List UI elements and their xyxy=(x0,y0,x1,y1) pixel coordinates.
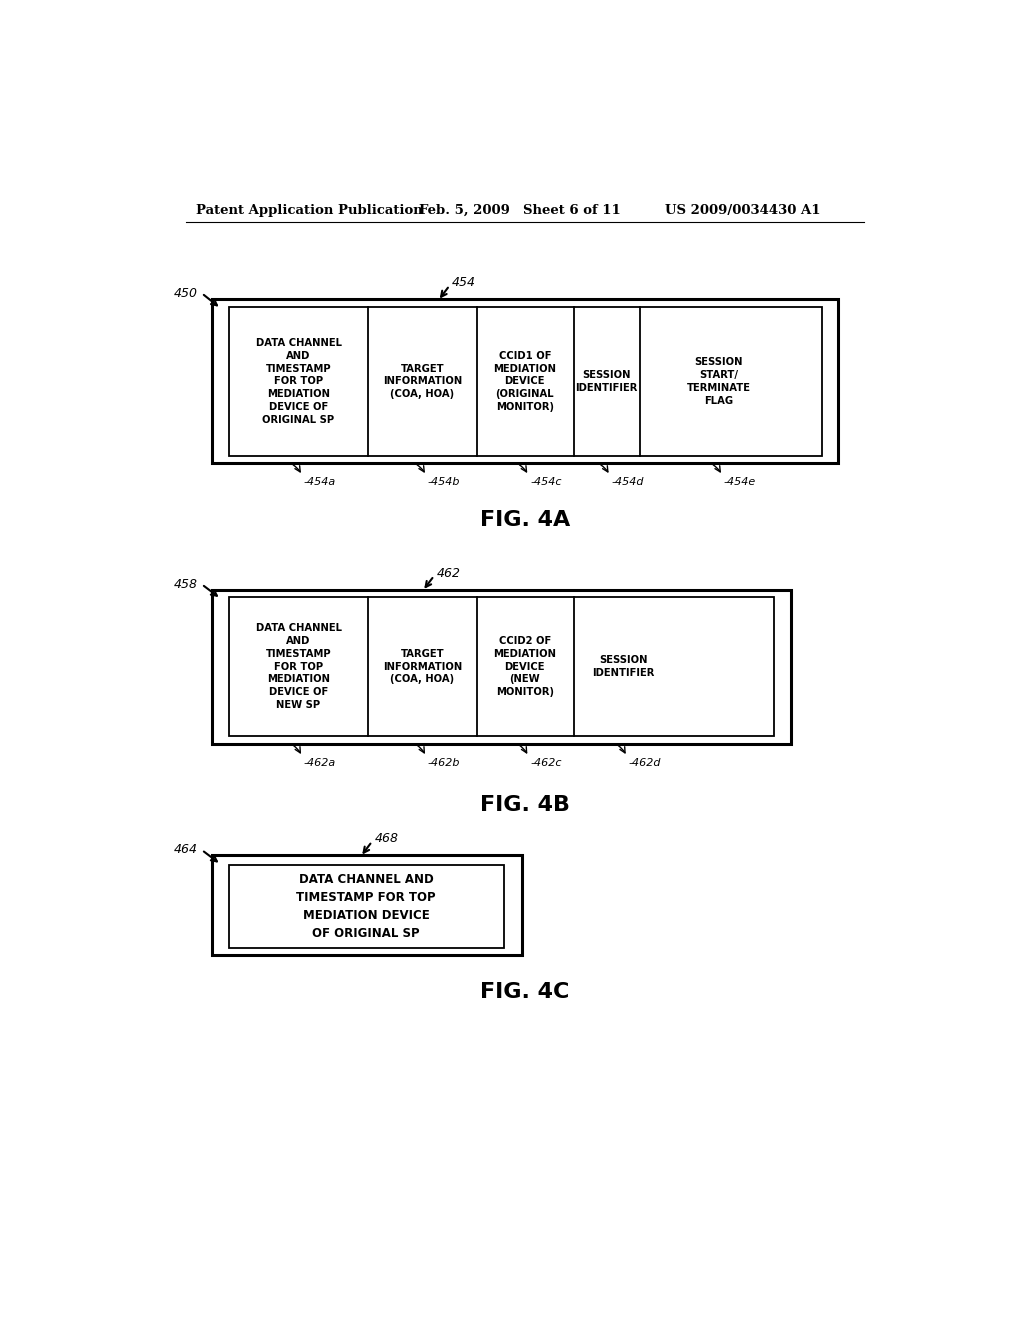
Text: -462c: -462c xyxy=(530,758,562,768)
Text: CCID1 OF
MEDIATION
DEVICE
(ORIGINAL
MONITOR): CCID1 OF MEDIATION DEVICE (ORIGINAL MONI… xyxy=(494,351,556,412)
Text: TARGET
INFORMATION
(COA, HOA): TARGET INFORMATION (COA, HOA) xyxy=(383,649,462,684)
Text: 468: 468 xyxy=(375,832,398,845)
Text: CCID2 OF
MEDIATION
DEVICE
(NEW
MONITOR): CCID2 OF MEDIATION DEVICE (NEW MONITOR) xyxy=(494,636,556,697)
Text: -454b: -454b xyxy=(428,477,461,487)
Text: SESSION
IDENTIFIER: SESSION IDENTIFIER xyxy=(575,370,637,393)
Text: DATA CHANNEL AND
TIMESTAMP FOR TOP
MEDIATION DEVICE
OF ORIGINAL SP: DATA CHANNEL AND TIMESTAMP FOR TOP MEDIA… xyxy=(296,874,436,940)
Text: -454e: -454e xyxy=(724,477,757,487)
Text: SESSION
IDENTIFIER: SESSION IDENTIFIER xyxy=(592,655,654,678)
Text: -454a: -454a xyxy=(304,477,336,487)
Text: -462d: -462d xyxy=(629,758,662,768)
Text: 464: 464 xyxy=(174,843,198,857)
Bar xyxy=(212,300,838,463)
Text: -462b: -462b xyxy=(428,758,461,768)
Bar xyxy=(228,866,504,948)
Text: SESSION
START/
TERMINATE
FLAG: SESSION START/ TERMINATE FLAG xyxy=(686,358,751,405)
Bar xyxy=(212,855,521,956)
Text: FIG. 4B: FIG. 4B xyxy=(480,795,569,816)
Text: -454c: -454c xyxy=(530,477,562,487)
Bar xyxy=(228,308,821,455)
Text: 454: 454 xyxy=(452,276,476,289)
Text: 450: 450 xyxy=(174,286,198,300)
Bar xyxy=(212,590,792,743)
Text: Feb. 5, 2009: Feb. 5, 2009 xyxy=(419,205,510,218)
Bar xyxy=(228,598,773,737)
Text: 458: 458 xyxy=(174,578,198,591)
Text: FIG. 4A: FIG. 4A xyxy=(479,511,570,531)
Text: FIG. 4C: FIG. 4C xyxy=(480,982,569,1002)
Text: -454d: -454d xyxy=(611,477,644,487)
Text: DATA CHANNEL
AND
TIMESTAMP
FOR TOP
MEDIATION
DEVICE OF
ORIGINAL SP: DATA CHANNEL AND TIMESTAMP FOR TOP MEDIA… xyxy=(256,338,341,425)
Text: -462a: -462a xyxy=(304,758,336,768)
Text: DATA CHANNEL
AND
TIMESTAMP
FOR TOP
MEDIATION
DEVICE OF
NEW SP: DATA CHANNEL AND TIMESTAMP FOR TOP MEDIA… xyxy=(256,623,341,710)
Text: US 2009/0034430 A1: US 2009/0034430 A1 xyxy=(665,205,820,218)
Text: 462: 462 xyxy=(436,566,461,579)
Text: TARGET
INFORMATION
(COA, HOA): TARGET INFORMATION (COA, HOA) xyxy=(383,363,462,399)
Text: Patent Application Publication: Patent Application Publication xyxy=(197,205,423,218)
Text: Sheet 6 of 11: Sheet 6 of 11 xyxy=(523,205,621,218)
